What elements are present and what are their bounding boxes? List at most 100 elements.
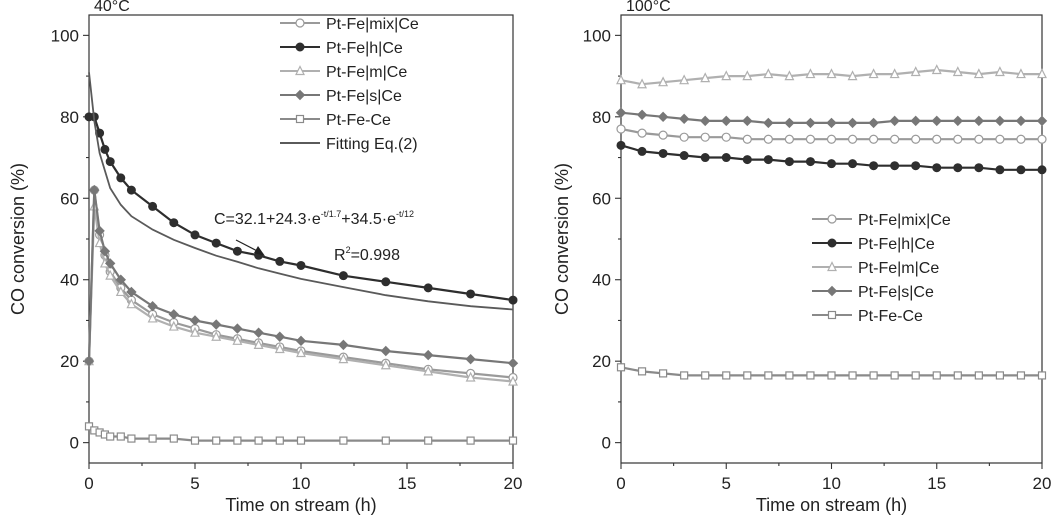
fit-r-squared: R2=0.998 [334,245,400,264]
data-point [508,375,518,386]
data-point [465,371,476,382]
fit-annotation: C=32.1+24.3·e-t/1.7+34.5·e-t/12 R2=0.998 [214,209,414,264]
data-point [380,345,392,357]
data-point [742,70,753,81]
data-point [253,339,264,349]
data-point [848,371,857,380]
data-point [232,246,242,256]
data-point [105,157,115,167]
data-point [721,115,732,127]
legend-marker [827,261,837,272]
data-point [1037,165,1047,175]
data-point [1015,115,1027,127]
legend-label: Pt-Fe|s|Ce [858,284,934,301]
data-point [931,64,942,75]
data-point [636,109,648,120]
data-point [657,111,669,123]
data-point [616,74,626,85]
data-point [743,371,752,380]
data-point [721,153,731,163]
data-point [615,107,627,118]
data-point [211,238,221,248]
data-point [931,115,942,127]
data-point [974,163,984,173]
fit-equation: C=32.1+24.3·e-t/1.7+34.5·e-t/12 [214,209,414,228]
data-point [784,117,795,129]
data-point [847,70,858,81]
data-point [763,134,773,144]
series-6 [88,72,514,311]
panel-title: 40°C [94,0,130,15]
data-point [115,274,127,285]
data-point [115,286,126,297]
y-axis-title: CO conversion (%) [552,163,572,315]
data-point [742,134,752,144]
data-point [869,161,879,171]
data-point [168,320,179,331]
data-point [148,434,157,443]
data-point [338,339,349,351]
data-point [847,134,858,144]
data-point [679,74,690,85]
data-point [869,371,878,380]
x-tick-label: 0 [84,474,93,493]
x-tick-label: 15 [927,474,946,493]
legend-marker [295,114,305,124]
legend-marker [827,310,837,320]
data-point [827,159,836,169]
data-point [722,371,731,380]
data-point [868,68,879,79]
panel-40c: 0 20 40 60 80 100 0 5 10 15 20 Time on stream (h) CO… [8,0,522,515]
data-point [911,371,920,380]
data-point [953,371,962,380]
legend-label: Pt-Fe|h|Ce [858,236,935,253]
data-point [168,309,180,320]
data-point [190,436,200,445]
data-point [296,260,306,270]
data-point [338,353,349,364]
data-point [1016,134,1026,144]
data-point [658,369,668,378]
series-3 [616,64,1047,89]
data-point [805,117,816,129]
legend-label: Pt-Fe|m|Ce [326,64,407,81]
data-point [911,161,921,171]
data-point [995,371,1005,380]
data-point [700,153,710,163]
data-point [1037,68,1047,79]
data-point [995,165,1005,175]
data-point [508,436,518,445]
data-point [721,132,731,142]
data-point [784,70,795,81]
data-point [910,66,921,77]
series-1 [616,124,1047,144]
data-point [785,371,794,380]
x-tick-label: 10 [822,474,841,493]
data-point [83,355,95,367]
data-point [296,436,306,445]
data-point [637,146,647,156]
legend-label: Pt-Fe|m|Ce [858,260,939,277]
y-tick-label: 80 [592,108,611,127]
data-point [1037,134,1047,144]
data-point [974,134,984,144]
data-point [381,436,390,445]
y-tick-label: 100 [583,26,611,45]
y-tick-label: 60 [592,189,611,208]
data-point [637,367,647,376]
legend-marker [294,89,306,101]
data-point [932,134,942,144]
data-point [94,225,105,237]
legend-label: Pt-Fe-Ce [858,308,923,325]
legend-label: Fitting Eq.(2) [326,136,418,153]
data-point [616,140,626,150]
data-point [339,436,348,445]
data-point [826,68,837,79]
data-point [805,68,816,79]
data-point [889,68,900,79]
x-tick-label: 20 [1033,474,1052,493]
data-point [232,323,243,334]
data-point [805,157,815,167]
legend-marker [827,214,837,224]
